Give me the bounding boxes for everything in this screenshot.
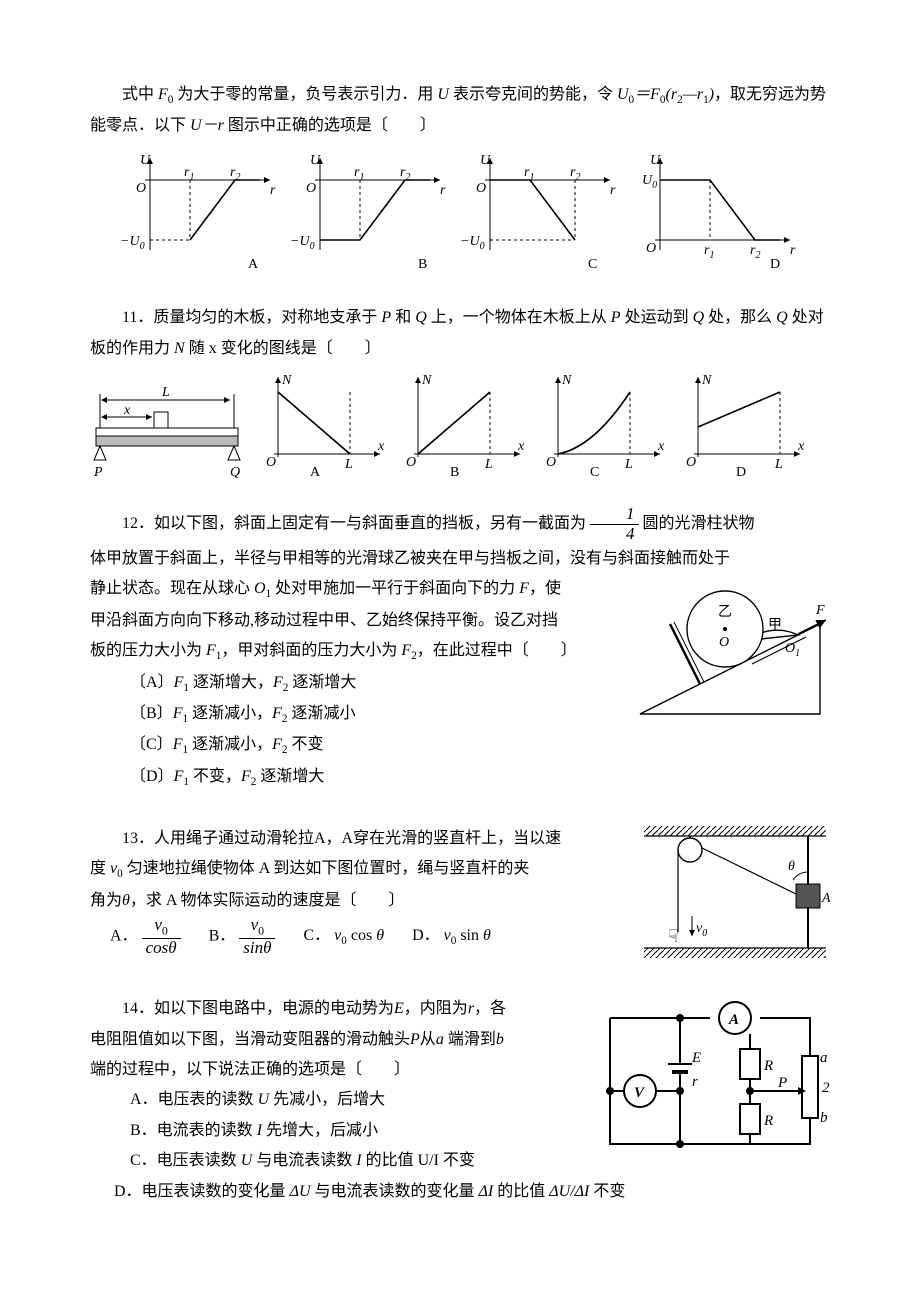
q12-l1: 12．如以下图，斜面上固定有一与斜面垂直的挡板，另有一截面为 14 圆的光滑柱状… — [90, 505, 830, 543]
svg-text:U: U — [480, 153, 491, 168]
svg-text:P: P — [93, 465, 103, 480]
q12-C: 〔C〕F1 逐渐减小，F2 不变 — [90, 730, 830, 761]
svg-text:C: C — [588, 257, 597, 272]
svg-text:x: x — [657, 439, 665, 454]
t: 圆的光滑柱状物 — [639, 515, 755, 532]
svg-text:R: R — [763, 1113, 773, 1129]
svg-text:U0: U0 — [642, 173, 657, 191]
intro-line1: 式中 F0 为大于零的常量，负号表示引力．用 U 表示夸克间的势能，令 U0＝F… — [90, 80, 830, 142]
q12-D: 〔D〕F1 不变，F2 逐渐增大 — [90, 762, 830, 793]
svg-text:x: x — [797, 439, 805, 454]
optD: D． v0 sin θ — [412, 921, 491, 952]
svg-text:F: F — [815, 603, 825, 618]
svg-text:N: N — [701, 373, 712, 388]
svg-text:O: O — [266, 455, 276, 470]
svg-text:N: N — [421, 373, 432, 388]
svg-text:D: D — [770, 257, 780, 272]
svg-text:B: B — [418, 257, 427, 272]
q14-D: D．电压表读数的变化量 ΔU 与电流表读数的变化量 ΔI 的比值 ΔU/ΔI 不… — [90, 1177, 830, 1207]
svg-text:甲: 甲 — [768, 618, 782, 633]
svg-text:A: A — [728, 1012, 739, 1028]
svg-text:O: O — [406, 455, 416, 470]
svg-text:x: x — [517, 439, 525, 454]
t: 12．如以下图，斜面上固定有一与斜面垂直的挡板，另有一截面为 — [122, 515, 590, 532]
svg-text:r: r — [440, 183, 446, 198]
svg-text:r: r — [790, 243, 796, 258]
svg-text:−U0: −U0 — [460, 234, 485, 252]
svg-text:O: O — [686, 455, 696, 470]
svg-text:a: a — [820, 1050, 828, 1066]
optC: C． v0 cos θ — [303, 921, 384, 952]
svg-text:v0: v0 — [696, 921, 707, 939]
q14-svg: A R R P a b 2R E r V — [580, 994, 830, 1164]
svg-text:A: A — [821, 891, 830, 906]
q11-text: 11．质量均匀的木板，对称地支承于 P 和 Q 上，一个物体在木板上从 P 处运… — [90, 303, 830, 364]
svg-text:P: P — [777, 1075, 787, 1091]
u: U — [437, 86, 449, 103]
svg-text:O: O — [719, 635, 729, 650]
optB: B． v0sinθ — [209, 916, 276, 957]
svg-text:r: r — [270, 183, 276, 198]
svg-text:L: L — [484, 457, 493, 472]
q13-options: A． v0cosθ B． v0sinθ C． v0 cos θ D． v0 si… — [90, 916, 634, 957]
svg-text:r: r — [610, 183, 616, 198]
optA: A． v0cosθ — [110, 916, 181, 957]
svg-text:A: A — [248, 257, 259, 272]
fig11-row: L x P Q N O x L A N O — [90, 372, 830, 493]
svg-text:U: U — [310, 153, 321, 168]
t: 图示中正确的选项是〔 〕 — [224, 117, 436, 134]
t: 式中 — [122, 86, 158, 103]
svg-text:r2: r2 — [750, 243, 760, 261]
svg-text:r: r — [692, 1074, 698, 1090]
f0: F0 — [158, 86, 173, 103]
frac14: 14 — [590, 505, 639, 543]
svg-text:L: L — [774, 457, 783, 472]
fig10-svg: U O r r1 r2 −U0 A U O r r1 r2 −U0 B U O … — [110, 150, 810, 280]
eq: U0＝F0(r2—r1) — [617, 86, 714, 103]
svg-text:−U0: −U0 — [290, 234, 315, 252]
q12-svg: 乙 O 甲 F O1 — [630, 574, 830, 724]
svg-text:L: L — [344, 457, 353, 472]
svg-text:O: O — [546, 455, 556, 470]
svg-text:C: C — [590, 465, 599, 480]
svg-text:Q: Q — [230, 465, 240, 480]
svg-text:θ: θ — [788, 859, 795, 874]
svg-text:O: O — [476, 181, 486, 196]
q12-l2: 体甲放置于斜面上，半径与甲相等的光滑球乙被夹在甲与挡板之间，没有与斜面接触而处于 — [90, 544, 830, 574]
svg-text:R: R — [763, 1058, 773, 1074]
q13-svg: ☟ v0 A θ — [640, 824, 830, 964]
svg-text:x: x — [377, 439, 385, 454]
svg-text:r1: r1 — [704, 243, 714, 261]
svg-text:L: L — [161, 385, 170, 400]
svg-text:O: O — [646, 241, 656, 256]
fig10-row: U O r r1 r2 −U0 A U O r r1 r2 −U0 B U O … — [90, 150, 830, 291]
svg-text:−U0: −U0 — [120, 234, 145, 252]
t: 表示夸克间的势能，令 — [449, 86, 617, 103]
svg-text:2R: 2R — [822, 1080, 830, 1096]
svg-text:U: U — [650, 153, 661, 168]
svg-text:N: N — [561, 373, 572, 388]
t: 为大于零的常量，负号表示引力．用 — [173, 86, 437, 103]
svg-text:☟: ☟ — [668, 926, 679, 946]
svg-text:N: N — [281, 373, 292, 388]
fig11-svg: L x P Q N O x L A N O — [90, 372, 830, 482]
svg-text:b: b — [820, 1110, 828, 1126]
ur: U－r — [190, 117, 224, 134]
svg-text:乙: 乙 — [718, 604, 732, 620]
svg-text:L: L — [624, 457, 633, 472]
svg-text:x: x — [123, 403, 131, 418]
svg-text:B: B — [450, 465, 459, 480]
svg-text:D: D — [736, 465, 746, 480]
svg-text:E: E — [691, 1050, 701, 1066]
svg-text:A: A — [310, 465, 321, 480]
svg-text:O: O — [136, 181, 146, 196]
svg-text:O: O — [306, 181, 316, 196]
svg-text:U: U — [140, 153, 151, 168]
